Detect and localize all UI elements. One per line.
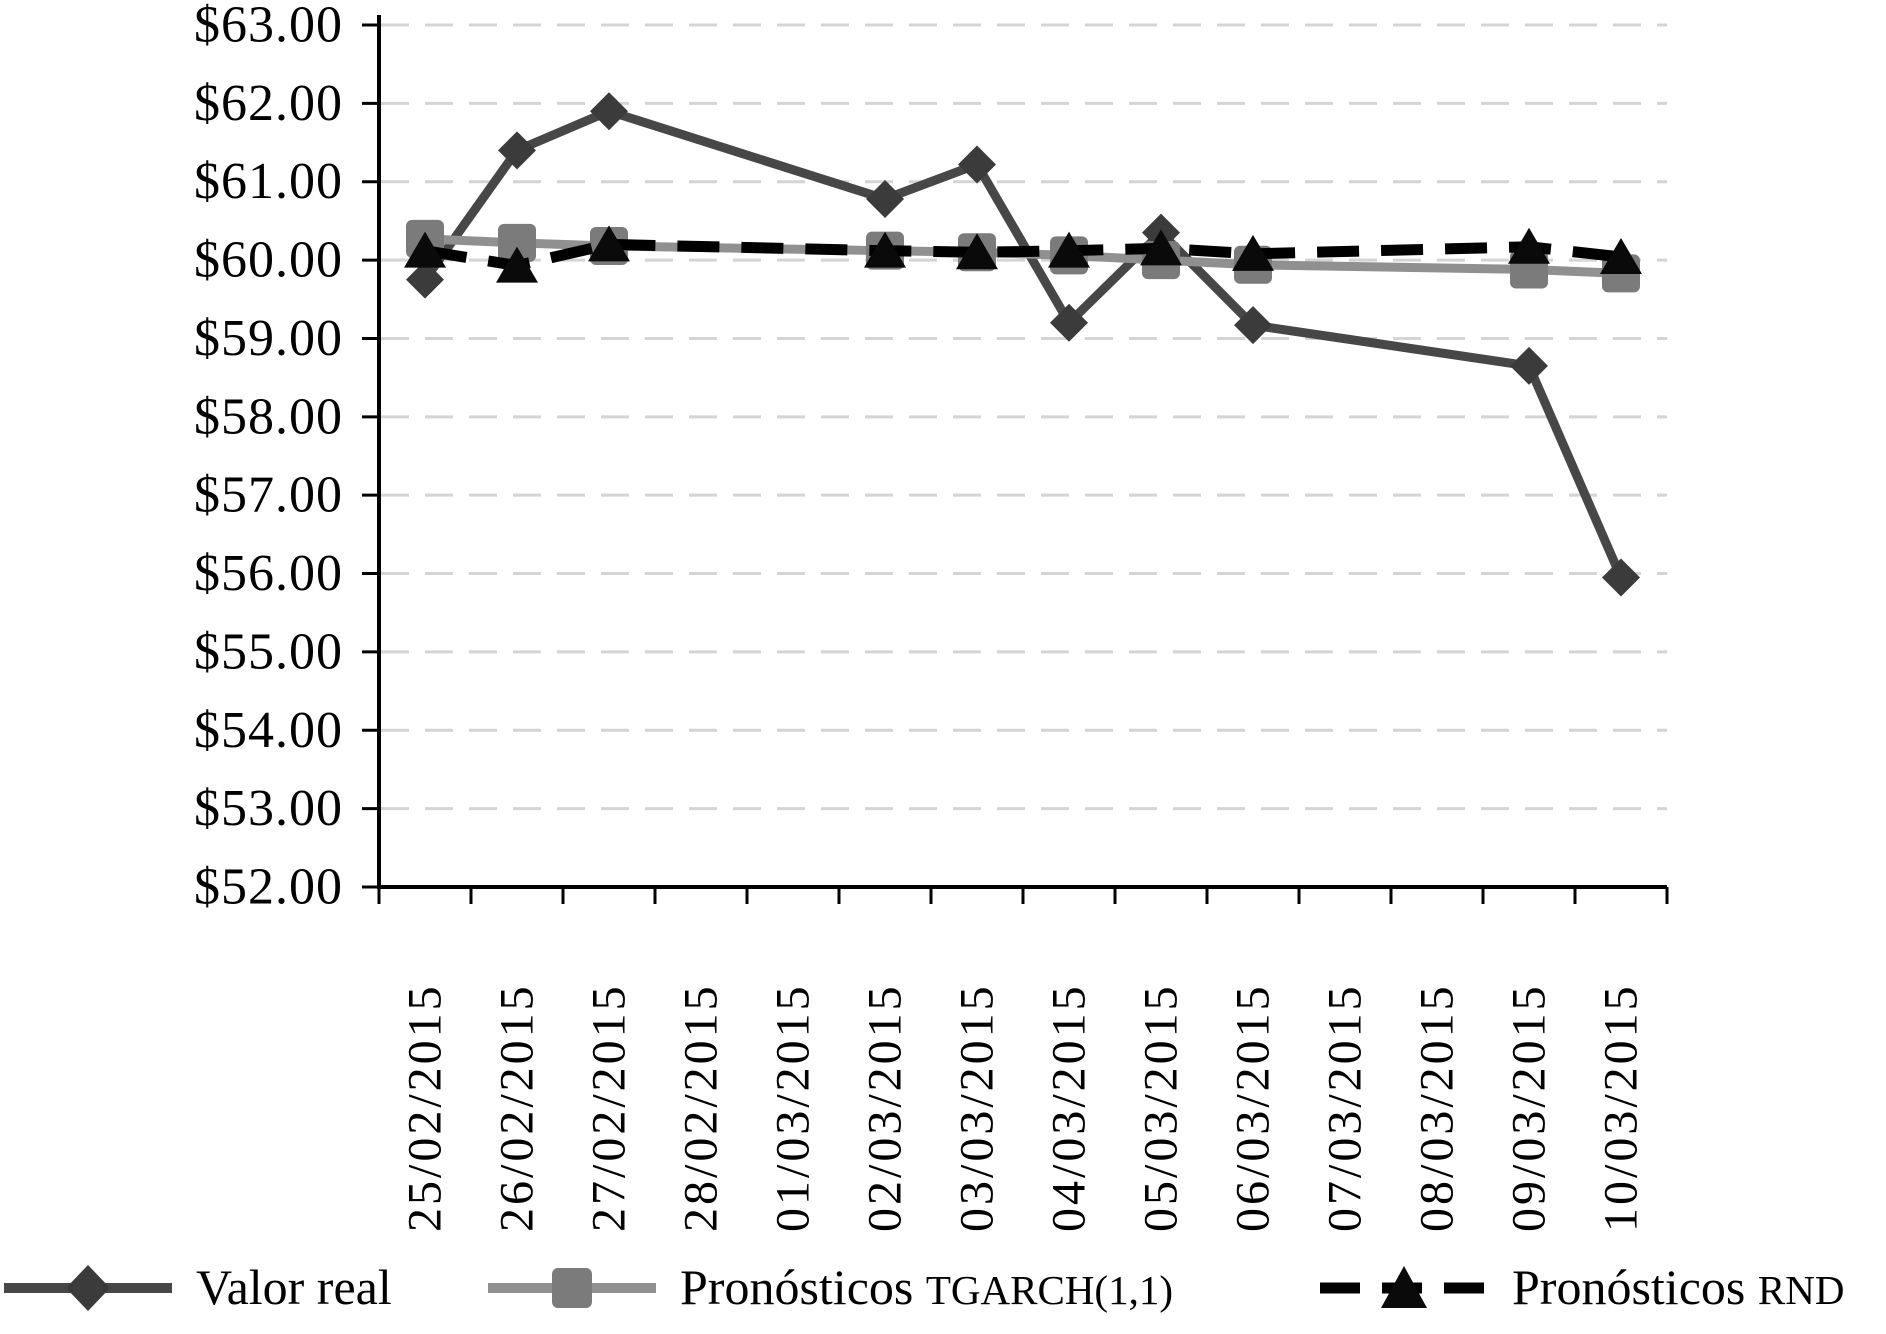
x-tick-label: 08/03/2015 xyxy=(1411,983,1464,1232)
price-forecast-chart: $52.00 $53.00 $54.00 $55.00 $56.00 $57.00 $58.… xyxy=(194,0,1669,1232)
diamond-marker xyxy=(1602,558,1640,597)
x-tick-label: 06/03/2015 xyxy=(1227,983,1280,1232)
rnd-legend-marker xyxy=(1320,1266,1488,1308)
y-tick-label: $52.00 xyxy=(194,859,343,916)
legend-item-rnd: Pronósticos RND xyxy=(1318,1244,1844,1332)
tgarch-legend-marker xyxy=(488,1268,656,1308)
square-marker xyxy=(498,223,536,262)
y-tick-label: $56.00 xyxy=(194,545,343,602)
triangle-marker xyxy=(496,246,538,283)
x-tick-label: 04/03/2015 xyxy=(1043,983,1096,1232)
chart-legend: Valor real Pronósticos TGARCH(1,1) Pronó… xyxy=(0,1244,1886,1332)
diamond-marker xyxy=(498,131,536,170)
x-tick-label: 09/03/2015 xyxy=(1503,983,1556,1232)
series-line-3 xyxy=(424,238,1622,272)
x-tick-label: 05/03/2015 xyxy=(1135,983,1188,1232)
x-tick-label: 28/02/2015 xyxy=(675,983,728,1232)
triangle-marker xyxy=(404,231,446,268)
legend-text: Pronósticos xyxy=(1512,1258,1758,1315)
x-tick-label: 10/03/2015 xyxy=(1595,983,1648,1232)
legend-label-rnd: Pronósticos RND xyxy=(1512,1243,1844,1334)
triangle-marker xyxy=(1232,234,1274,271)
triangle-marker xyxy=(1600,237,1642,274)
legend-label-tgarch: Pronósticos TGARCH(1,1) xyxy=(680,1243,1173,1334)
x-tick-label: 07/03/2015 xyxy=(1319,983,1372,1232)
legend-item-valor-real: Valor real xyxy=(2,1244,392,1332)
diamond-marker xyxy=(1510,346,1548,385)
triangle-marker xyxy=(1381,1266,1427,1308)
y-tick-label: $61.00 xyxy=(194,153,343,210)
diamond-marker xyxy=(1234,306,1272,345)
x-tick-label: 25/02/2015 xyxy=(399,983,452,1232)
diamond-marker xyxy=(406,260,444,299)
x-tick-label: 27/02/2015 xyxy=(583,983,636,1232)
y-tick-label: $60.00 xyxy=(194,232,343,289)
legend-text-caps: RND xyxy=(1757,1266,1845,1313)
triangle-marker xyxy=(1140,229,1182,266)
valor-real-legend-marker xyxy=(4,1265,172,1311)
y-tick-label: $63.00 xyxy=(194,0,343,54)
triangle-marker xyxy=(1048,231,1090,268)
y-tick-label: $54.00 xyxy=(194,702,343,759)
x-tick-label: 26/02/2015 xyxy=(491,983,544,1232)
triangle-marker xyxy=(864,231,906,268)
triangle-marker xyxy=(956,233,998,270)
triangle-marker xyxy=(588,225,630,262)
diamond-marker xyxy=(66,1265,110,1311)
series-line-1 xyxy=(421,106,1626,580)
square-marker xyxy=(552,1268,592,1308)
diamond-marker xyxy=(590,92,628,131)
legend-item-tgarch: Pronósticos TGARCH(1,1) xyxy=(486,1244,1173,1332)
y-tick-label: $58.00 xyxy=(194,388,343,445)
diamond-marker xyxy=(958,145,996,184)
x-tick-label: 01/03/2015 xyxy=(767,983,820,1232)
diamond-marker xyxy=(866,179,904,218)
y-tick-label: $59.00 xyxy=(194,310,343,367)
legend-label-valor-real: Valor real xyxy=(196,1243,392,1334)
diamond-marker xyxy=(1050,303,1088,342)
triangle-marker xyxy=(1508,227,1550,264)
legend-text: Pronósticos xyxy=(680,1258,926,1315)
y-tick-label: $57.00 xyxy=(194,467,343,524)
y-tick-label: $55.00 xyxy=(194,623,343,680)
legend-text-caps: TGARCH(1,1) xyxy=(925,1266,1173,1313)
y-tick-label: $53.00 xyxy=(194,780,343,837)
x-tick-label: 02/03/2015 xyxy=(859,983,912,1232)
y-tick-label: $62.00 xyxy=(194,75,343,132)
legend-text: Valor real xyxy=(196,1258,392,1315)
x-tick-label: 03/03/2015 xyxy=(951,983,1004,1232)
